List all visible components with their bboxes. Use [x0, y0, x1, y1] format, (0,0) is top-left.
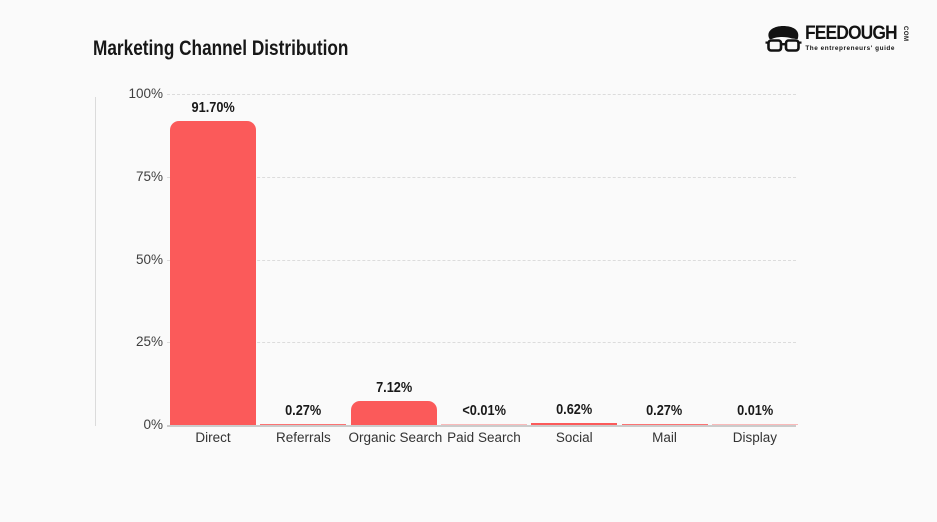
bar-column-referrals: 0.27% [258, 94, 348, 425]
logo-tld: COM [902, 26, 908, 42]
bar [621, 423, 708, 425]
category-label: Paid Search [447, 430, 521, 445]
y-axis-line [95, 97, 96, 426]
bar [711, 423, 798, 425]
bar [260, 423, 347, 425]
bar-value-label: <0.01% [462, 401, 506, 419]
y-tick-label: 100% [128, 86, 163, 101]
logo-wordmark: FEEDOUGH [805, 23, 898, 44]
bar [350, 401, 437, 425]
bar [170, 121, 257, 425]
bar-column-mail: 0.27% [619, 94, 709, 425]
bar-column-organic-search: 7.12% [349, 94, 439, 425]
category-label: Referrals [275, 430, 331, 445]
bar-value-label: 0.62% [556, 400, 593, 418]
bar-column-social: 0.62% [529, 94, 619, 425]
bar-column-display: 0.01% [710, 94, 800, 425]
category-label: Direct [195, 430, 231, 445]
category-label: Mail [652, 430, 677, 445]
bar-value-label: 0.27% [285, 401, 322, 419]
bar-value-label: 0.01% [736, 401, 773, 419]
category-label: Organic Search [348, 430, 443, 445]
category-label: Display [732, 430, 777, 445]
y-tick-label: 0% [143, 417, 163, 432]
category-label: Social [555, 430, 593, 445]
chart-title: Marketing Channel Distribution [93, 37, 349, 60]
bar-value-label: 91.70% [191, 99, 235, 117]
gridline [167, 259, 796, 261]
y-tick-label: 75% [135, 168, 163, 184]
gridline [167, 94, 796, 95]
bar-value-label: 7.12% [375, 379, 412, 397]
bar-value-label: 0.27% [646, 401, 683, 419]
feedough-logo[interactable]: FEEDOUGH COM The entrepreneurs' guide [765, 24, 908, 56]
x-axis-baseline [167, 425, 796, 427]
gridline [167, 342, 796, 344]
y-tick-label: 25% [135, 334, 163, 350]
feedough-mascot-icon [765, 26, 802, 52]
logo-tagline: The entrepreneurs' guide [805, 45, 895, 52]
y-tick-label: 50% [135, 251, 163, 267]
bar-column-direct: 91.70% [168, 94, 258, 425]
gridline [167, 176, 796, 178]
logo-text-block: FEEDOUGH COM The entrepreneurs' guide [805, 23, 908, 53]
bar-column-paid-search: <0.01% [439, 94, 529, 425]
bar [531, 422, 618, 425]
bar [440, 423, 527, 425]
